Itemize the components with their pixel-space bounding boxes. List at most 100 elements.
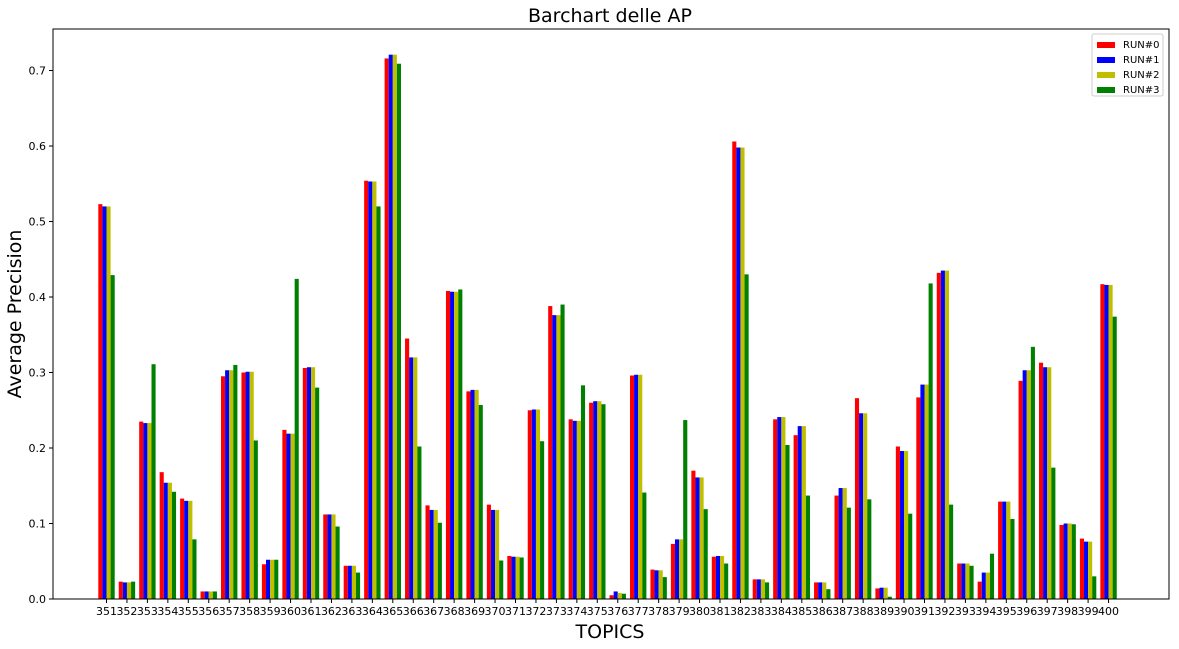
- bar-run1-393: [961, 563, 966, 599]
- bar-run3-360: [294, 278, 299, 599]
- bar-run1-389: [879, 587, 884, 599]
- x-axis-label: TOPICS: [575, 621, 645, 643]
- bar-run2-353: [147, 423, 152, 599]
- bar-run3-400: [1112, 316, 1117, 599]
- bar-run0-400: [1100, 284, 1105, 599]
- x-tick-label: 383: [750, 605, 771, 618]
- bar-run1-400: [1104, 284, 1109, 599]
- x-tick-label: 398: [1057, 605, 1078, 618]
- x-tick-label: 382: [730, 605, 751, 618]
- x-tick-label: 386: [812, 605, 833, 618]
- legend-label: RUN#1: [1123, 55, 1160, 66]
- bar-run3-390: [908, 513, 913, 599]
- bar-run0-366: [405, 338, 410, 599]
- y-tick-label: 0.4: [29, 291, 47, 304]
- bar-run1-376: [613, 591, 618, 599]
- bar-run1-370: [490, 509, 496, 599]
- bar-run3-394: [989, 553, 995, 599]
- x-tick-label: 352: [116, 605, 137, 618]
- bar-run3-392: [949, 504, 954, 599]
- bar-run0-396: [1018, 380, 1023, 599]
- bar-run2-390: [904, 451, 909, 599]
- bar-run2-381: [720, 555, 725, 599]
- bar-run1-387: [838, 488, 843, 599]
- bar-run0-375: [589, 402, 594, 599]
- bar-run2-364: [372, 181, 377, 599]
- x-tick-label: 355: [178, 605, 199, 618]
- y-tick-label: 0.7: [29, 65, 47, 78]
- x-tick-label: 378: [648, 605, 669, 618]
- bar-run3-369: [478, 404, 483, 599]
- y-tick-label: 0.1: [29, 518, 47, 531]
- bar-run2-393: [965, 563, 970, 599]
- bar-run1-363: [347, 565, 352, 599]
- bar-run3-381: [724, 563, 729, 599]
- bar-run3-364: [376, 206, 381, 600]
- bar-run0-376: [609, 595, 614, 599]
- bar-run0-367: [425, 505, 430, 599]
- bar-run2-382: [740, 147, 745, 599]
- y-tick-label: 0.5: [29, 216, 47, 229]
- bar-run0-381: [711, 556, 716, 599]
- bar-run1-371: [511, 556, 516, 599]
- bar-run1-384: [777, 417, 782, 599]
- bar-run1-380: [695, 477, 700, 599]
- bar-run3-396: [1030, 346, 1035, 599]
- bar-run0-374: [568, 419, 573, 599]
- bar-run0-373: [548, 306, 553, 599]
- y-tick-label: 0.3: [29, 367, 47, 380]
- x-tick-label: 396: [1016, 605, 1037, 618]
- bar-run2-387: [842, 488, 847, 599]
- bar-run3-388: [867, 499, 872, 599]
- bar-run2-359: [270, 559, 275, 599]
- bar-run0-371: [507, 555, 512, 599]
- legend-swatch: [1097, 72, 1115, 78]
- bar-run3-374: [580, 385, 586, 599]
- x-tick-label: 366: [403, 605, 424, 618]
- bar-run0-364: [364, 180, 369, 599]
- bar-run0-370: [486, 504, 491, 599]
- bar-run2-373: [556, 315, 561, 599]
- bars-group: [98, 54, 1117, 600]
- bar-run2-354: [167, 482, 172, 599]
- bar-run2-394: [985, 572, 990, 599]
- bar-run1-353: [143, 423, 148, 599]
- bar-run2-388: [863, 413, 868, 599]
- bar-run1-357: [225, 370, 230, 599]
- x-tick-label: 397: [1037, 605, 1058, 618]
- bar-run3-377: [642, 492, 647, 599]
- bar-run1-377: [634, 374, 639, 599]
- bar-run1-361: [306, 367, 311, 599]
- bar-run0-363: [343, 565, 348, 599]
- x-tick-label: 364: [362, 605, 383, 618]
- bar-run0-368: [445, 290, 451, 599]
- bar-run1-398: [1063, 523, 1068, 599]
- bar-run2-361: [311, 367, 316, 599]
- bar-run2-379: [679, 539, 684, 599]
- bar-run3-382: [744, 274, 749, 599]
- bar-run0-353: [139, 421, 144, 599]
- bar-run3-352: [131, 581, 136, 599]
- y-tick-label: 0.2: [29, 442, 47, 455]
- bar-run0-386: [814, 582, 819, 599]
- bar-run2-362: [331, 514, 336, 599]
- x-tick-label: 393: [955, 605, 976, 618]
- bar-run1-374: [572, 420, 577, 599]
- bar-run1-356: [204, 591, 209, 599]
- bar-run2-366: [413, 357, 418, 599]
- bar-run3-389: [887, 596, 892, 599]
- bar-run3-357: [233, 364, 238, 599]
- bar-run0-390: [895, 446, 900, 599]
- bar-run2-357: [229, 370, 234, 599]
- y-tick-label: 0.0: [29, 593, 47, 606]
- bar-run1-375: [593, 401, 598, 599]
- x-tick-label: 368: [444, 605, 465, 618]
- y-axis-label: Average Precision: [4, 230, 26, 399]
- x-tick-label: 359: [260, 605, 281, 618]
- bar-run1-367: [429, 509, 434, 599]
- bar-run3-376: [621, 593, 626, 599]
- bar-run3-397: [1051, 467, 1056, 599]
- bar-run2-352: [126, 582, 132, 599]
- bar-run2-367: [433, 509, 438, 599]
